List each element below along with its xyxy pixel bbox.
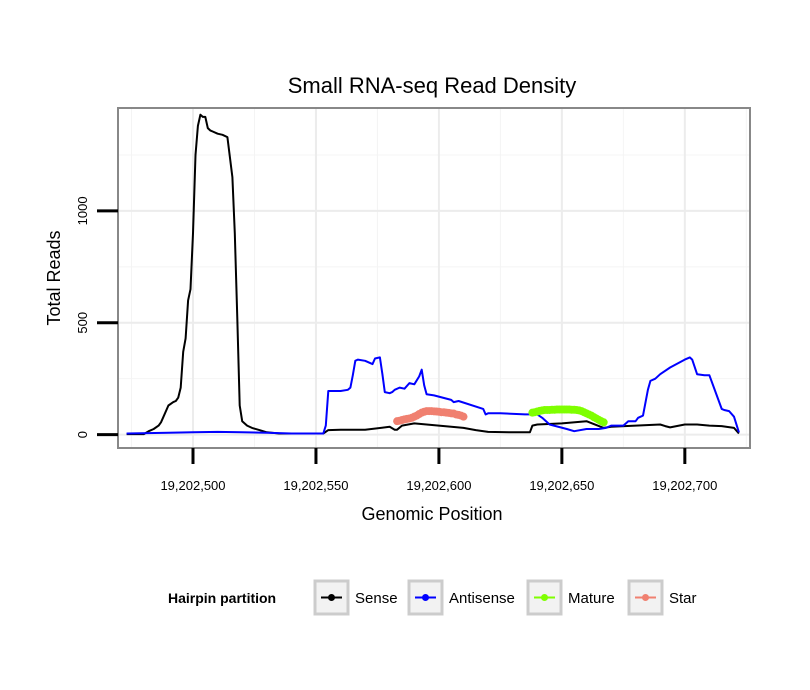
legend-key [313,579,350,616]
series-star [393,407,468,426]
legend-key-point [422,594,429,601]
legend-label-antisense: Antisense [449,590,515,607]
series-layer [126,113,740,436]
legend-label-mature: Mature [568,590,615,607]
plot-panel [117,107,751,449]
y-tick-label: 500 [75,312,90,334]
legend-key-point [541,594,548,601]
x-tick-label: 19,202,650 [529,478,594,493]
legend: Hairpin partition Sense Antisense Mature St… [168,579,697,616]
y-axis-title: Total Reads [44,230,64,325]
x-tick-label: 19,202,500 [160,478,225,493]
chart-title: Small RNA-seq Read Density [288,73,577,98]
legend-label-star: Star [669,590,697,607]
sense-line [126,113,740,436]
legend-item-sense: Sense [313,579,398,616]
antisense-line [126,356,740,435]
legend-item-mature: Mature [526,579,615,616]
series-sense [126,113,740,436]
x-axis-title: Genomic Position [361,504,502,524]
y-tick-label: 1000 [75,196,90,225]
legend-title: Hairpin partition [168,590,276,606]
x-tick-label: 19,202,600 [406,478,471,493]
grid [118,108,750,448]
y-tick-label: 0 [75,431,90,438]
series-mature [528,405,608,427]
legend-key-point [642,594,649,601]
legend-item-star: Star [627,579,697,616]
axes: 19,202,500 19,202,550 19,202,600 19,202,650… [75,196,717,493]
legend-item-antisense: Antisense [407,579,515,616]
star-point [459,412,468,421]
mature-point [599,418,608,427]
legend-key-point [328,594,335,601]
x-tick-label: 19,202,550 [283,478,348,493]
x-tick-label: 19,202,700 [652,478,717,493]
series-antisense [126,356,740,435]
legend-label-sense: Sense [355,590,398,607]
